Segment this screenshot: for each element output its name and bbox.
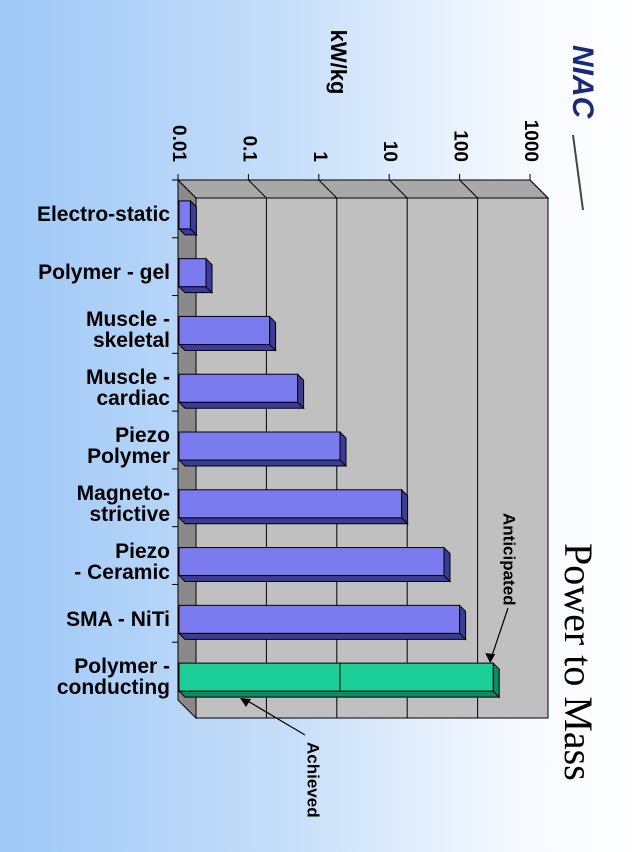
bar-end-face xyxy=(269,315,277,352)
bar-bottom-face xyxy=(177,690,501,698)
bar-end-face xyxy=(205,257,213,294)
bar-end-face xyxy=(401,488,409,525)
category-label: Muscle - skeletal xyxy=(85,308,170,353)
gridline-diagonal xyxy=(459,179,478,199)
category-label: SMA - NiTi xyxy=(66,607,170,631)
bar-bottom-face xyxy=(177,343,277,351)
category-label: Piezo - Ceramic xyxy=(74,539,170,584)
tick-label: 0.1 xyxy=(238,136,259,163)
bar-bottom-face xyxy=(177,459,348,467)
achieved-label: Achieved xyxy=(304,742,323,818)
category-label: Polymer - conducting xyxy=(56,655,170,700)
tick-label: 1 xyxy=(309,151,330,162)
bar-end-face xyxy=(189,199,197,237)
bar-end-face xyxy=(492,661,500,699)
anticipated-arrowhead xyxy=(485,653,496,664)
axis-unit-label: kW/kg xyxy=(326,30,351,95)
bar-end-face xyxy=(459,604,467,641)
achieved-arrowhead xyxy=(240,698,251,707)
bar-end-face xyxy=(339,430,347,468)
bar-bottom-face xyxy=(177,575,452,583)
gridline-diagonal xyxy=(529,179,549,199)
tick-label: 100 xyxy=(450,130,471,162)
bar xyxy=(178,604,461,634)
logo-text: NIAC xyxy=(566,45,599,120)
gridline-diagonal xyxy=(177,179,197,199)
bar-bottom-face xyxy=(177,401,305,409)
niac-logo: NIAC xyxy=(563,40,603,211)
gridline-diagonal xyxy=(388,179,408,199)
bar xyxy=(178,547,445,577)
gridline-diagonal xyxy=(248,179,267,199)
category-label: Magneto-strictive xyxy=(76,481,170,526)
category-label: Polymer - gel xyxy=(38,261,170,285)
gridline-diagonal xyxy=(318,179,338,199)
tick-label: 1000 xyxy=(520,120,541,162)
bar xyxy=(178,200,191,230)
achieved-pointer xyxy=(245,699,306,736)
bar xyxy=(178,373,299,403)
bar xyxy=(178,431,341,461)
plot-top-wall xyxy=(176,179,550,199)
anticipated-pointer xyxy=(489,607,509,662)
category-label: Piezo Polymer xyxy=(87,424,170,468)
bar-end-face xyxy=(297,373,305,410)
bar-end-face xyxy=(443,546,451,583)
bar-bottom-face xyxy=(177,517,409,525)
bar-bottom-face xyxy=(177,632,467,640)
chart-title: Power to Mass xyxy=(556,543,601,781)
bar xyxy=(178,489,403,519)
tick-label: 0.01 xyxy=(168,125,189,162)
category-label: Electro-static xyxy=(36,203,170,227)
category-label: Muscle - cardiac xyxy=(85,366,170,411)
tick-label: 10 xyxy=(379,141,400,162)
bar xyxy=(178,258,207,288)
bar xyxy=(178,662,494,692)
anticipated-label: Anticipated xyxy=(500,513,519,606)
bar xyxy=(178,315,271,345)
